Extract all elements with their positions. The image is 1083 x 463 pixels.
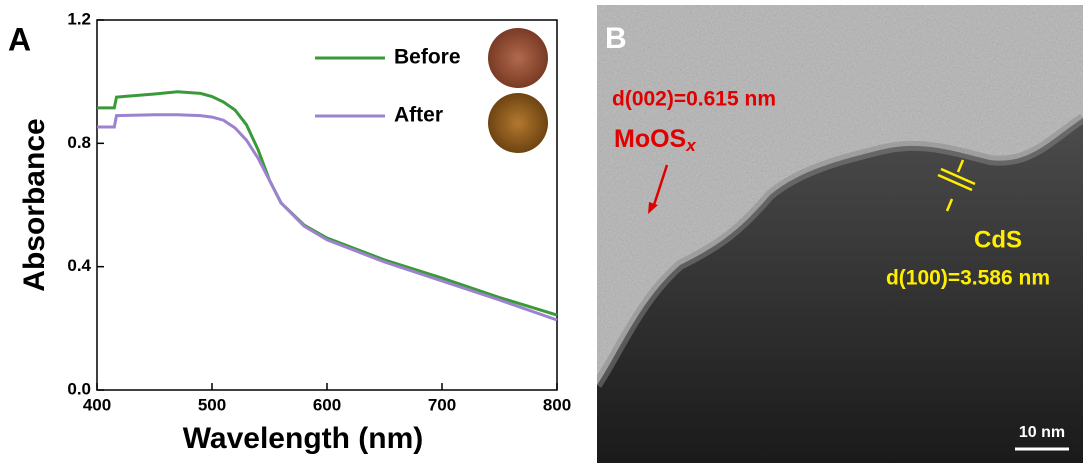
scale-bar-label: 10 nm: [1019, 424, 1065, 441]
x-tick-label: 800: [543, 395, 571, 414]
x-tick-label: 700: [428, 395, 456, 414]
data-line: [97, 115, 557, 320]
legend-label: After: [394, 104, 443, 127]
x-axis-title: Wavelength (nm): [183, 422, 424, 455]
panel-label: A: [8, 21, 31, 57]
x-tick-label: 500: [198, 395, 226, 414]
x-tick-label: 600: [313, 395, 341, 414]
lattice-label: d(100)=3.586 nm: [886, 267, 1050, 290]
material-subscript: x: [685, 136, 697, 155]
material-label: CdS: [974, 226, 1022, 253]
y-axis-title: Absorbance: [18, 118, 51, 291]
material-label: MoOSx: [614, 125, 697, 156]
material-name: MoOS: [614, 125, 686, 153]
plot-frame: [97, 20, 557, 390]
panel-label: B: [605, 22, 627, 55]
sample-photo: [488, 93, 548, 153]
y-tick-label: 0.8: [67, 133, 91, 152]
lattice-label: d(002)=0.615 nm: [612, 88, 776, 111]
data-line: [97, 92, 557, 315]
y-tick-label: 1.2: [67, 9, 91, 28]
sample-photo: [488, 28, 548, 88]
y-tick-label: 0.0: [67, 379, 91, 398]
legend-label: Before: [394, 46, 461, 69]
y-tick-label: 0.4: [67, 256, 91, 275]
figure: B d(002)=0.615 nm MoOSx CdS d(100)=3.586…: [0, 0, 1083, 463]
